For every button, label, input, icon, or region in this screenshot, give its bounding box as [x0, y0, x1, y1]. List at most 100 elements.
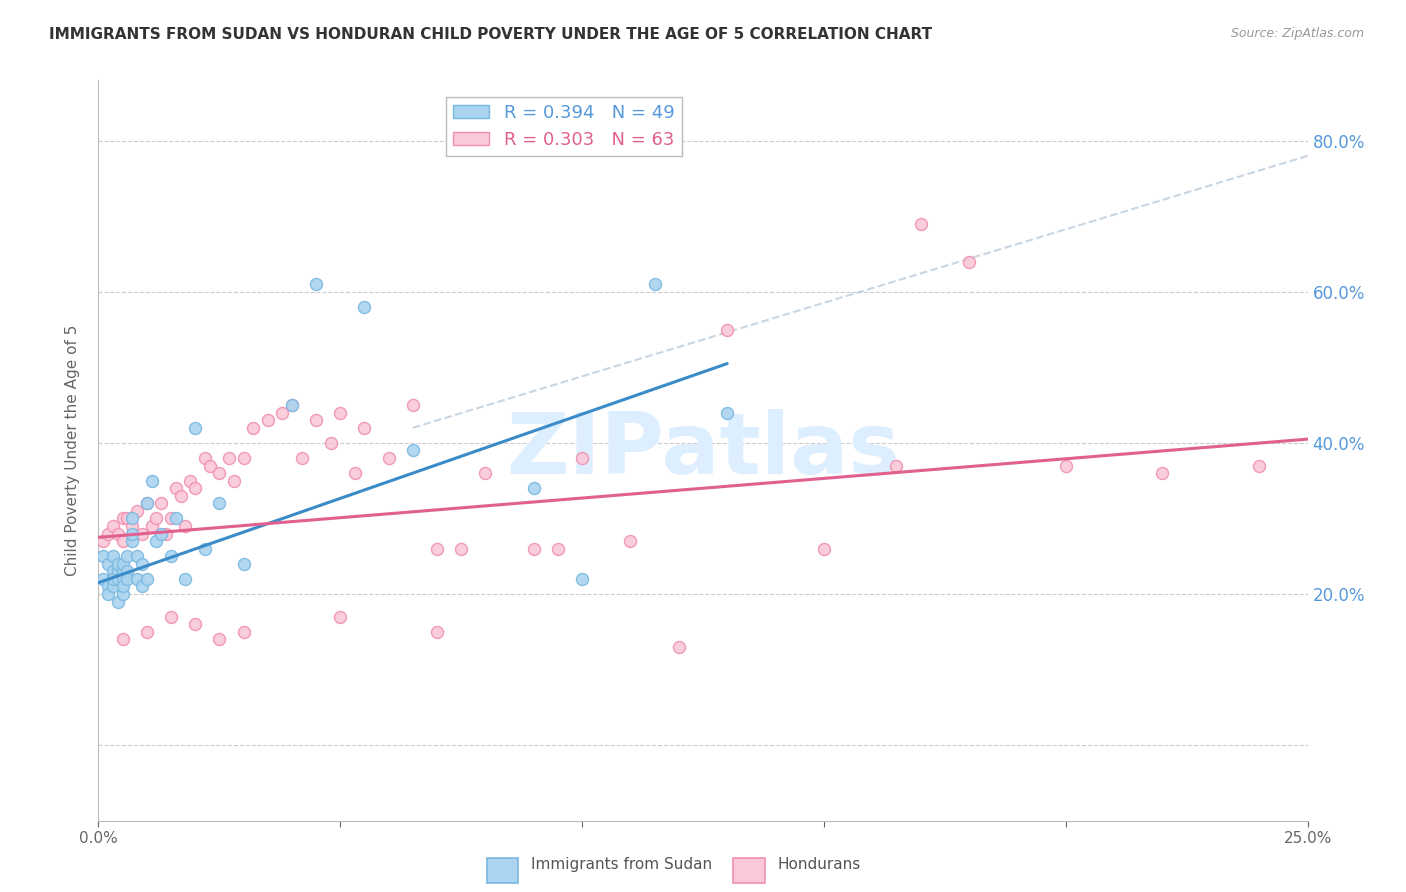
Point	[184, 421, 207, 435]
Point	[208, 466, 231, 480]
Point	[135, 496, 157, 510]
Point	[281, 398, 304, 412]
Point	[716, 322, 738, 336]
Y-axis label: Child Poverty Under the Age of 5: Child Poverty Under the Age of 5	[65, 325, 80, 576]
Point	[402, 398, 425, 412]
Point	[97, 587, 120, 601]
Text: Hondurans: Hondurans	[778, 857, 860, 872]
Point	[290, 450, 312, 465]
Point	[131, 526, 153, 541]
Point	[305, 413, 328, 427]
Point	[194, 450, 217, 465]
Point	[101, 572, 124, 586]
Point	[305, 277, 328, 292]
Point	[101, 519, 124, 533]
Point	[343, 466, 366, 480]
Point	[121, 519, 143, 533]
Point	[97, 579, 120, 593]
Text: Source: ZipAtlas.com: Source: ZipAtlas.com	[1230, 27, 1364, 40]
Point	[111, 557, 134, 571]
Point	[194, 541, 217, 556]
Point	[668, 640, 690, 654]
Point	[101, 579, 124, 593]
Point	[547, 541, 569, 556]
Point	[135, 572, 157, 586]
Point	[111, 534, 134, 549]
Point	[169, 489, 191, 503]
Point	[160, 609, 183, 624]
Point	[165, 481, 187, 495]
Point	[97, 557, 120, 571]
Point	[198, 458, 221, 473]
Point	[150, 526, 173, 541]
Point	[716, 406, 738, 420]
FancyBboxPatch shape	[486, 858, 519, 883]
Point	[232, 557, 254, 571]
Point	[256, 413, 278, 427]
Point	[179, 474, 201, 488]
Point	[117, 511, 139, 525]
Point	[121, 511, 143, 525]
Point	[91, 534, 114, 549]
Point	[131, 557, 153, 571]
Point	[127, 504, 149, 518]
Text: Immigrants from Sudan: Immigrants from Sudan	[531, 857, 713, 872]
Point	[107, 526, 129, 541]
Point	[111, 572, 134, 586]
Point	[910, 217, 932, 231]
Point	[174, 572, 197, 586]
Point	[1054, 458, 1077, 473]
Legend: R = 0.394   N = 49, R = 0.303   N = 63: R = 0.394 N = 49, R = 0.303 N = 63	[446, 96, 682, 156]
Point	[117, 572, 139, 586]
Point	[111, 511, 134, 525]
Point	[121, 534, 143, 549]
Point	[184, 481, 207, 495]
Point	[232, 450, 254, 465]
Point	[281, 398, 304, 412]
Point	[218, 450, 240, 465]
Point	[242, 421, 264, 435]
Point	[813, 541, 835, 556]
Point	[1249, 458, 1271, 473]
Point	[886, 458, 908, 473]
Point	[111, 565, 134, 579]
Point	[127, 549, 149, 564]
Point	[184, 617, 207, 632]
Point	[145, 511, 167, 525]
Point	[174, 519, 197, 533]
Point	[165, 511, 187, 525]
Point	[101, 549, 124, 564]
Point	[271, 406, 294, 420]
Point	[957, 254, 980, 268]
Point	[141, 519, 163, 533]
Point	[222, 474, 245, 488]
Point	[571, 572, 593, 586]
Point	[319, 436, 342, 450]
Point	[232, 624, 254, 639]
Point	[117, 565, 139, 579]
Point	[523, 541, 546, 556]
Point	[111, 632, 134, 647]
Point	[107, 594, 129, 608]
Point	[150, 496, 173, 510]
Point	[377, 450, 399, 465]
Point	[101, 565, 124, 579]
Point	[131, 579, 153, 593]
Point	[208, 632, 231, 647]
Point	[127, 572, 149, 586]
Point	[111, 587, 134, 601]
Point	[523, 481, 546, 495]
Point	[402, 443, 425, 458]
Text: ZIPatlas: ZIPatlas	[506, 409, 900, 492]
FancyBboxPatch shape	[733, 858, 765, 883]
Point	[135, 496, 157, 510]
Point	[160, 511, 183, 525]
Point	[141, 474, 163, 488]
Point	[208, 496, 231, 510]
Point	[426, 541, 449, 556]
Point	[91, 572, 114, 586]
Text: IMMIGRANTS FROM SUDAN VS HONDURAN CHILD POVERTY UNDER THE AGE OF 5 CORRELATION C: IMMIGRANTS FROM SUDAN VS HONDURAN CHILD …	[49, 27, 932, 42]
Point	[329, 406, 352, 420]
Point	[571, 450, 593, 465]
Point	[353, 421, 375, 435]
